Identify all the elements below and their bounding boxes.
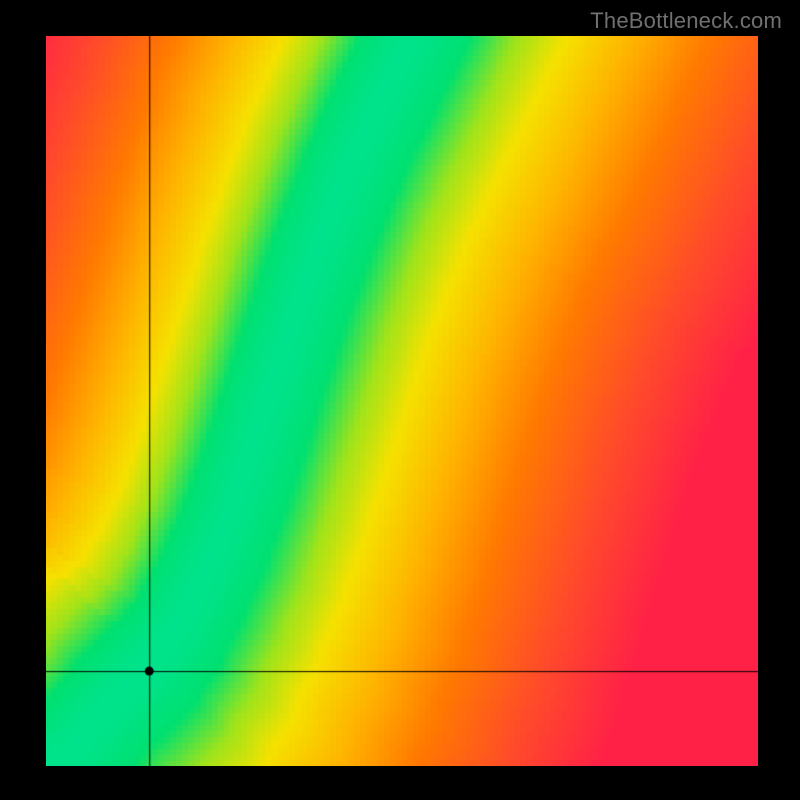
heatmap-canvas <box>46 36 758 766</box>
heatmap-plot-area <box>46 36 758 766</box>
figure-container: TheBottleneck.com <box>0 0 800 800</box>
watermark-text: TheBottleneck.com <box>590 8 782 34</box>
